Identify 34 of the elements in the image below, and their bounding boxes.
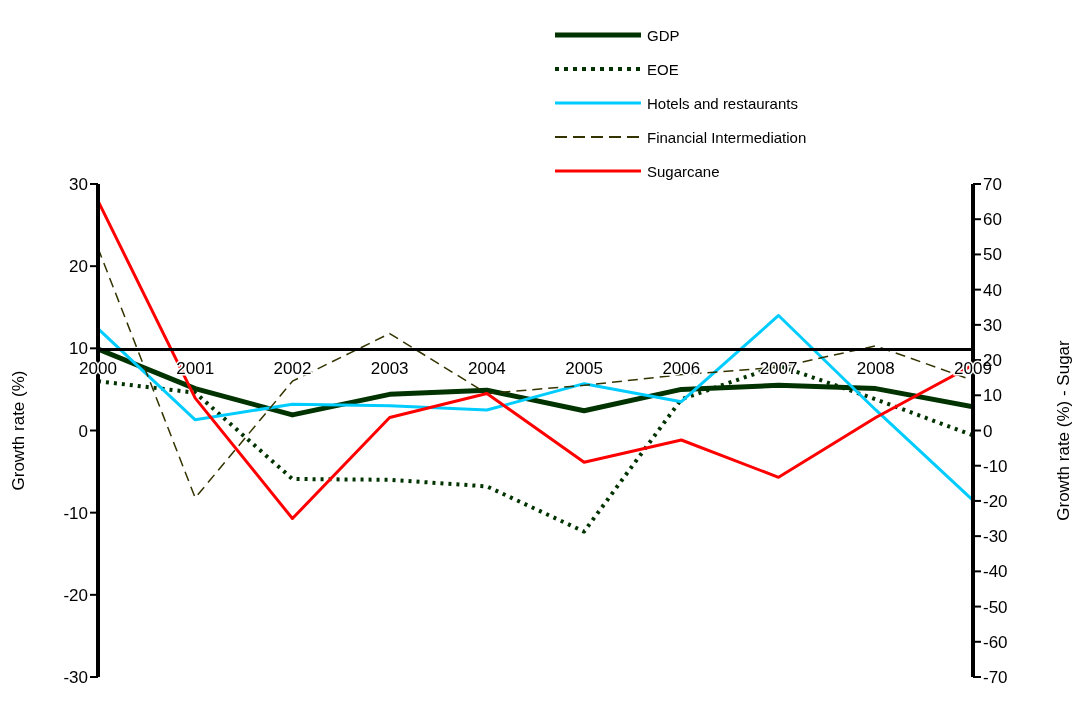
- y2-axis-title: Growth rate (%) - Sugar: [1054, 339, 1074, 521]
- x-tick-label: 2003: [370, 358, 409, 378]
- y2-tick-label: -50: [983, 597, 1008, 617]
- y-tick-label: -20: [63, 585, 88, 605]
- y2-tick-label: 30: [983, 315, 1002, 335]
- x-tick-label: 2005: [565, 358, 604, 378]
- x-tick-label: 2002: [273, 358, 312, 378]
- y-tick-label: 30: [69, 175, 88, 195]
- legend-label: GDP: [647, 26, 680, 44]
- y2-tick-label: -40: [983, 562, 1008, 582]
- x-tick-label: 2004: [467, 358, 506, 378]
- x-tick-label: 2008: [856, 358, 895, 378]
- y2-tick-label: -60: [983, 632, 1008, 652]
- y2-tick-label: 60: [983, 210, 1002, 230]
- y-tick-label: -30: [63, 668, 88, 688]
- y-tick-label: 20: [69, 257, 88, 277]
- y2-tick-label: 10: [983, 386, 1002, 406]
- y2-tick-label: 40: [983, 280, 1002, 300]
- legend-label: Financial Intermediation: [647, 128, 807, 146]
- y2-tick-label: -10: [983, 456, 1008, 476]
- legend-label: EOE: [647, 60, 679, 78]
- y2-tick-label: -30: [983, 527, 1008, 547]
- y-tick-label: -10: [63, 503, 88, 523]
- y2-tick-label: -70: [983, 668, 1008, 688]
- legend-label: Sugarcane: [647, 162, 720, 180]
- x-tick-label: 2006: [662, 358, 701, 378]
- y2-tick-label: 70: [983, 175, 1002, 195]
- y-axis-title: Growth rate (%): [9, 370, 29, 491]
- y-tick-label: 10: [69, 339, 88, 359]
- y2-tick-label: 50: [983, 245, 1002, 265]
- y2-tick-label: -20: [983, 491, 1008, 511]
- y-tick-label: 0: [78, 421, 88, 441]
- legend-label: Hotels and restaurants: [647, 94, 798, 112]
- y2-tick-label: 0: [983, 421, 993, 441]
